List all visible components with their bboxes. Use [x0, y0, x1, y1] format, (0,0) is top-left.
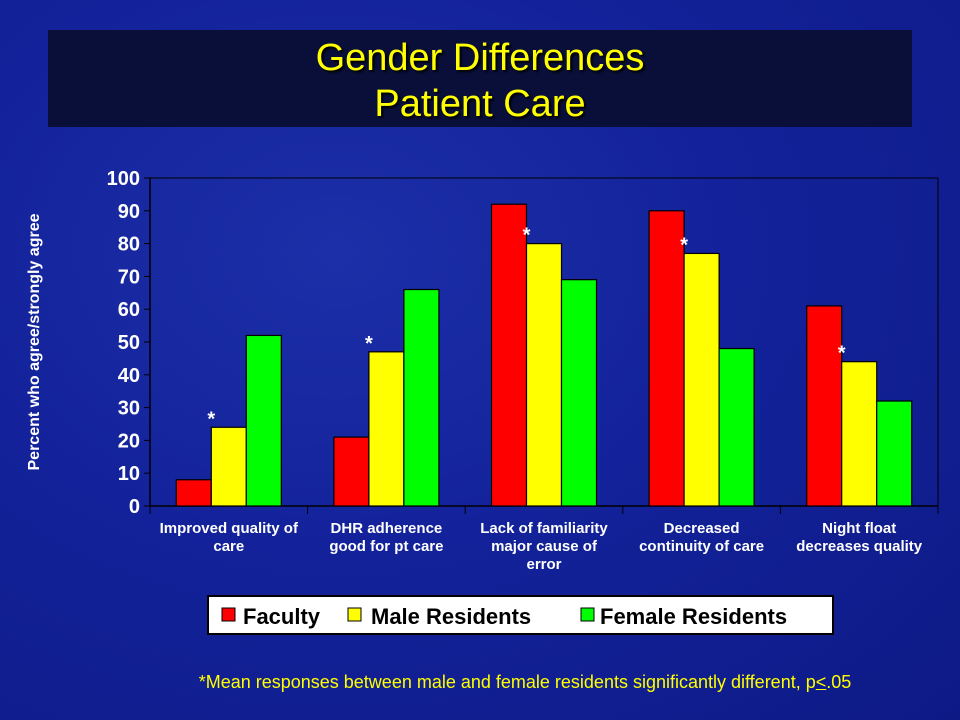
bar-female-residents — [876, 400, 913, 507]
bar-male-residents — [525, 243, 563, 507]
x-category-label: DHR adherence — [331, 520, 443, 537]
slide-subtitle: Patient Care — [374, 83, 586, 125]
legend-label: Faculty — [243, 604, 321, 629]
legend-swatch — [580, 607, 595, 622]
y-tick-label: 40 — [118, 365, 140, 387]
bar-male-residents — [368, 351, 405, 507]
significance-asterisk: * — [365, 333, 373, 355]
bar-male-residents — [210, 426, 247, 507]
y-tick-label: 70 — [118, 266, 140, 288]
legend-swatch — [221, 607, 236, 622]
significance-asterisk: * — [523, 225, 531, 247]
y-tick-label: 50 — [118, 332, 140, 354]
footnote-text: *Mean responses between male and female … — [198, 672, 852, 692]
bar-faculty — [333, 436, 370, 507]
footnote: *Mean responses between male and female … — [0, 672, 960, 693]
y-tick-label: 60 — [118, 299, 140, 321]
legend-swatch — [347, 607, 362, 622]
x-category-label: good for pt care — [329, 538, 443, 555]
legend-box — [207, 595, 834, 635]
y-tick-label: 30 — [118, 398, 140, 420]
x-category-label: care — [213, 538, 244, 555]
x-category-label: Improved quality of — [160, 520, 299, 537]
bar-faculty — [175, 479, 212, 507]
x-category-label: Decreased — [664, 520, 740, 537]
legend-label: Male Residents — [371, 604, 531, 629]
x-category-label: decreases quality — [796, 538, 923, 555]
significance-asterisk: * — [680, 234, 688, 256]
bar-male-residents — [683, 252, 720, 507]
y-tick-label: 10 — [118, 463, 140, 485]
y-tick-label: 80 — [118, 234, 140, 256]
bar-female-residents — [718, 347, 755, 507]
bar-male-residents — [841, 361, 878, 507]
bar-female-residents — [245, 334, 282, 507]
significance-asterisk: * — [838, 343, 846, 365]
significance-asterisk: * — [207, 408, 215, 430]
slide-title: Gender Differences — [315, 37, 645, 79]
bar-female-residents — [560, 279, 598, 507]
y-tick-label: 0 — [129, 496, 140, 518]
x-category-label: Night float — [822, 520, 896, 537]
less-equal-symbol: < — [815, 672, 827, 692]
bar-faculty — [648, 210, 685, 507]
x-category-label: error — [526, 556, 561, 573]
y-axis-label: Percent who agree/strongly agree — [26, 213, 43, 470]
x-category-label: continuity of care — [639, 538, 764, 555]
bar-faculty — [490, 203, 528, 507]
title-band: Gender Differences Patient Care — [48, 30, 912, 127]
y-tick-label: 20 — [118, 430, 140, 452]
x-category-label: major cause of — [491, 538, 598, 555]
bar-female-residents — [403, 288, 440, 507]
bar-faculty — [806, 305, 843, 507]
y-tick-label: 90 — [118, 201, 140, 223]
legend-label: Female Residents — [600, 604, 787, 629]
x-category-label: Lack of familiarity — [480, 520, 608, 537]
y-tick-label: 100 — [107, 168, 140, 190]
